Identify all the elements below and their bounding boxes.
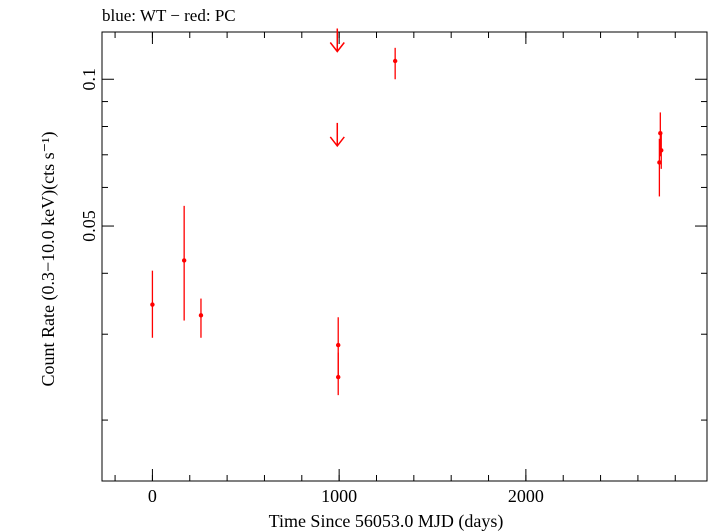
y-axis-label: Count Rate (0.3−10.0 keV)(cts s⁻¹): [38, 131, 59, 386]
axis-ticks: [102, 32, 707, 481]
axis-tick-labels: 0 1000 2000 0.05 0.1: [79, 68, 544, 506]
data-point: [392, 58, 398, 64]
x-tick-label: 2000: [508, 486, 544, 506]
data-point: [657, 160, 662, 165]
plot-frame: [101, 31, 708, 482]
data-point: [659, 148, 664, 153]
y-tick-label: 0.1: [79, 68, 99, 91]
upper-limit-arrow: [329, 122, 345, 148]
x-axis-label: Time Since 56053.0 MJD (days): [269, 511, 504, 532]
upper-limit-arrow: [329, 28, 345, 53]
data-point: [336, 342, 341, 348]
data-point: [336, 374, 341, 380]
data-point: [198, 313, 204, 318]
x-tick-label: 1000: [321, 486, 357, 506]
data-point: [181, 258, 187, 263]
x-tick-label: 0: [148, 486, 157, 506]
y-tick-label: 0.05: [79, 210, 99, 242]
data-point: [150, 302, 155, 307]
chart-title: blue: WT − red: PC: [102, 6, 236, 25]
data-series: [150, 28, 664, 396]
